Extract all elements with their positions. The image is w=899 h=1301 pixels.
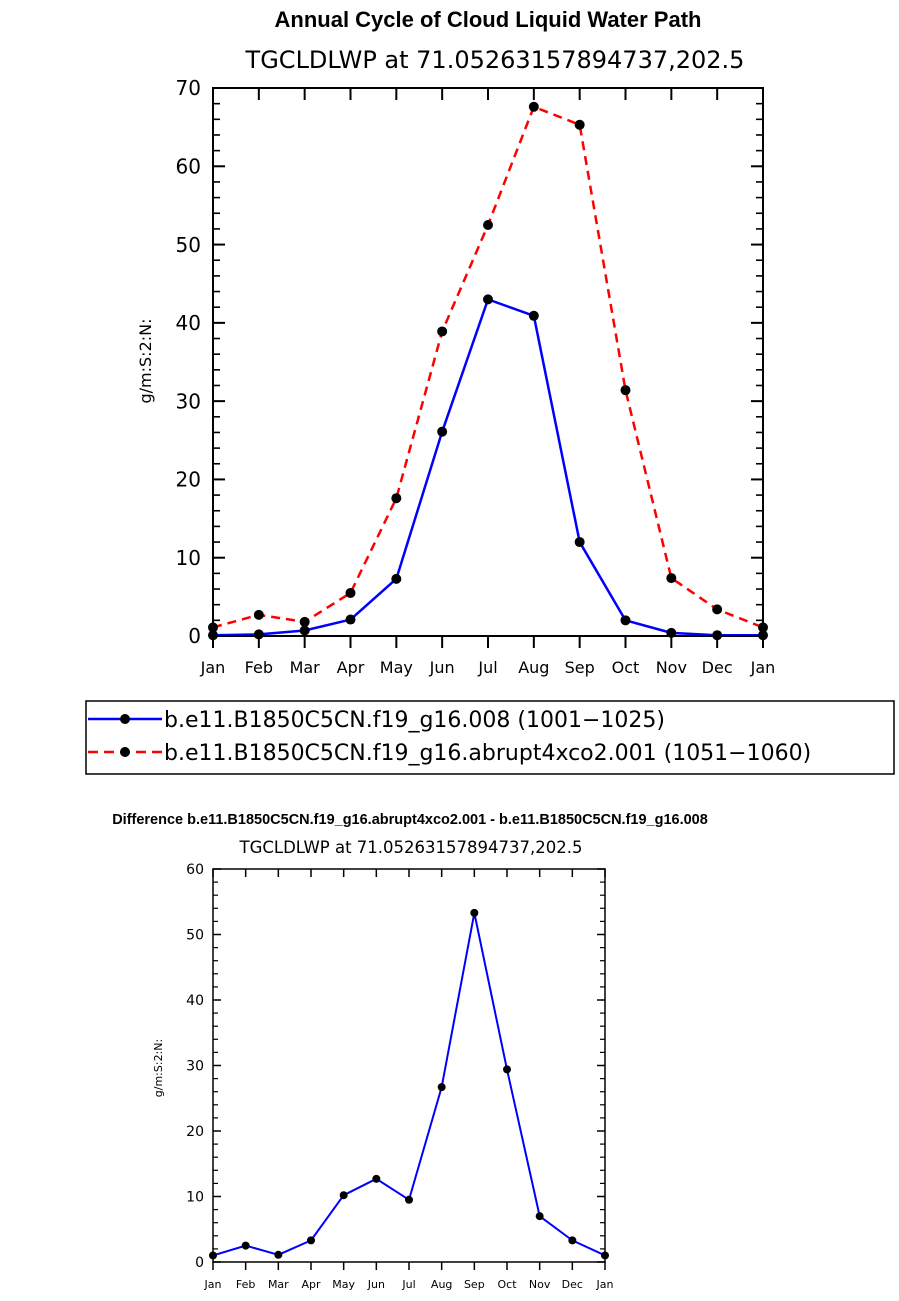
legend-label-2: b.e11.B1850C5CN.f19_g16.abrupt4xco2.001 … xyxy=(164,741,811,766)
y-tick-label: 20 xyxy=(176,468,201,492)
x-tick-label: Aug xyxy=(431,1278,452,1291)
x-tick-label: Mar xyxy=(268,1278,289,1291)
series-line-2 xyxy=(212,105,764,629)
data-point xyxy=(568,1236,577,1245)
y-tick-label: 60 xyxy=(186,862,204,878)
data-point xyxy=(437,326,448,337)
data-point xyxy=(574,537,585,548)
y-tick-label: 10 xyxy=(186,1190,204,1206)
y-tick-label: 0 xyxy=(188,624,201,648)
x-tick-label: Jun xyxy=(367,1278,385,1291)
x-tick-label: Jun xyxy=(429,658,455,677)
data-point xyxy=(535,1212,544,1221)
data-point xyxy=(483,220,493,230)
data-point xyxy=(299,625,310,636)
bottom-chart-subtitle: TGCLDLWP at 71.05263157894737,202.5 xyxy=(239,838,583,857)
bottom-chart-title: Difference b.e11.B1850C5CN.f19_g16.abrup… xyxy=(112,812,708,828)
y-tick-label: 20 xyxy=(186,1124,204,1140)
x-tick-label: Mar xyxy=(290,658,321,677)
data-point xyxy=(503,1065,511,1074)
y-tick-label: 60 xyxy=(176,154,201,178)
y-tick-label: 50 xyxy=(186,928,204,944)
data-point xyxy=(391,493,402,504)
x-tick-label: Dec xyxy=(562,1278,583,1291)
data-point xyxy=(307,1236,315,1245)
legend: b.e11.B1850C5CN.f19_g16.008 (1001−1025) … xyxy=(85,700,895,775)
bottom-chart-series xyxy=(209,908,609,1260)
x-tick-label: May xyxy=(380,658,413,677)
top-chart-series xyxy=(208,101,768,641)
data-point xyxy=(274,1250,283,1259)
x-tick-label: Sep xyxy=(464,1278,485,1291)
series-line-1 xyxy=(212,911,606,1257)
x-tick-label: Jul xyxy=(401,1278,415,1291)
x-tick-label: Apr xyxy=(337,658,365,677)
data-point xyxy=(620,385,631,396)
top-chart: Annual Cycle of Cloud Liquid Water Path … xyxy=(136,7,775,677)
data-point xyxy=(528,310,539,321)
data-point xyxy=(712,604,723,615)
data-point xyxy=(405,1195,413,1204)
data-point xyxy=(372,1174,381,1183)
x-tick-label: Apr xyxy=(301,1278,321,1291)
legend-label-1: b.e11.B1850C5CN.f19_g16.008 (1001−1025) xyxy=(164,708,665,733)
top-chart-title: Annual Cycle of Cloud Liquid Water Path xyxy=(275,7,702,32)
x-tick-label: Nov xyxy=(529,1278,551,1291)
data-point xyxy=(345,587,356,598)
data-point xyxy=(345,614,356,625)
x-tick-label: Dec xyxy=(702,658,733,677)
data-point xyxy=(391,573,402,584)
x-tick-label: Sep xyxy=(565,658,595,677)
y-tick-label: 50 xyxy=(176,233,201,257)
data-point xyxy=(437,1083,446,1092)
legend-marker-2 xyxy=(120,747,130,757)
x-tick-label: Nov xyxy=(656,658,687,677)
bottom-chart-frame xyxy=(212,868,606,1263)
x-tick-label: Jan xyxy=(750,658,776,677)
data-point xyxy=(620,615,631,626)
legend-marker-1 xyxy=(120,714,130,724)
bottom-chart-y-ticks: 0 10 20 30 40 50 60 xyxy=(186,862,605,1271)
x-tick-label: Oct xyxy=(497,1278,517,1291)
top-chart-ylabel: g/m:S:2:N: xyxy=(136,319,155,404)
x-tick-label: Jan xyxy=(596,1278,614,1291)
data-point xyxy=(241,1241,250,1250)
data-point xyxy=(437,426,448,437)
bottom-chart-ylabel: g/m:S:2:N: xyxy=(152,1039,165,1097)
data-point xyxy=(339,1191,348,1200)
y-tick-label: 0 xyxy=(195,1255,204,1271)
y-tick-label: 30 xyxy=(176,389,201,413)
data-point xyxy=(574,119,585,130)
top-chart-x-ticks: Jan Feb Mar Apr May Jun Jul Aug Sep Oct Nov Dec Jan xyxy=(200,88,776,677)
x-tick-label: Oct xyxy=(612,658,640,677)
x-tick-label: Jan xyxy=(200,658,226,677)
data-point xyxy=(299,616,310,627)
x-tick-label: Feb xyxy=(245,658,273,677)
top-chart-y-ticks: 0 10 20 30 40 50 60 70 xyxy=(176,76,763,648)
legend-entry-1: b.e11.B1850C5CN.f19_g16.008 (1001−1025) xyxy=(88,708,665,733)
data-point xyxy=(483,294,493,305)
top-chart-frame xyxy=(212,87,764,637)
bottom-chart: Difference b.e11.B1850C5CN.f19_g16.abrup… xyxy=(112,812,708,1291)
data-point xyxy=(253,609,264,620)
data-point xyxy=(253,629,264,640)
y-tick-label: 40 xyxy=(176,311,201,335)
top-chart-subtitle: TGCLDLWP at 71.05263157894737,202.5 xyxy=(245,46,745,74)
data-point xyxy=(666,573,677,584)
x-tick-label: Jan xyxy=(204,1278,222,1291)
legend-box xyxy=(85,700,895,775)
y-tick-label: 30 xyxy=(186,1059,204,1075)
legend-entry-2: b.e11.B1850C5CN.f19_g16.abrupt4xco2.001 … xyxy=(88,741,811,766)
x-tick-label: Feb xyxy=(236,1278,255,1291)
y-tick-label: 40 xyxy=(186,993,204,1009)
x-tick-label: Jul xyxy=(477,658,497,677)
y-tick-label: 70 xyxy=(176,76,201,100)
x-tick-label: May xyxy=(332,1278,355,1291)
x-tick-label: Aug xyxy=(518,658,549,677)
data-point xyxy=(528,101,539,112)
y-tick-label: 10 xyxy=(176,546,201,570)
data-point xyxy=(470,908,479,917)
bottom-chart-x-ticks: Jan Feb Mar Apr May Jun Jul Aug Sep Oct Nov Dec Jan xyxy=(204,869,614,1291)
